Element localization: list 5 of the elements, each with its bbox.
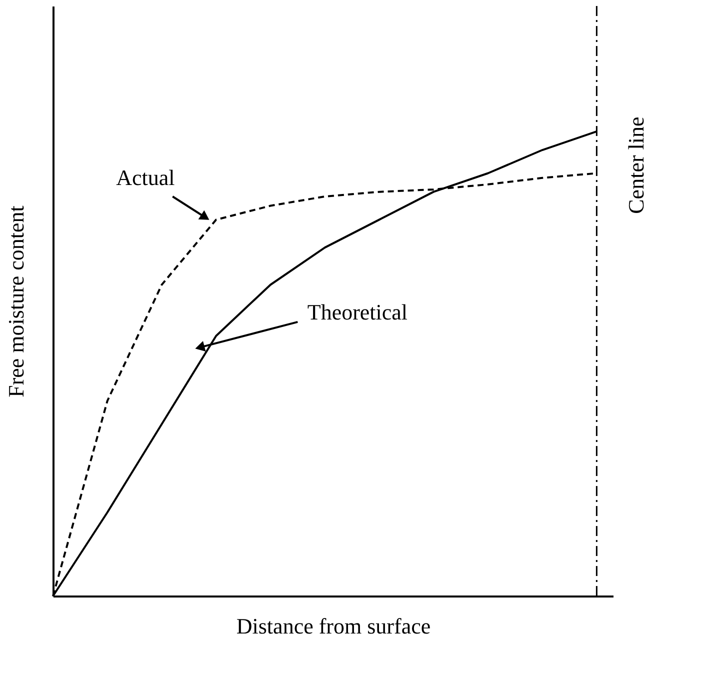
series-label: Theoretical	[307, 300, 408, 325]
x-axis-title: Distance from surface	[236, 614, 431, 638]
y-axis-title: Free moisture content	[4, 206, 28, 398]
text: Center line	[624, 116, 649, 214]
text: Actual	[116, 164, 175, 190]
